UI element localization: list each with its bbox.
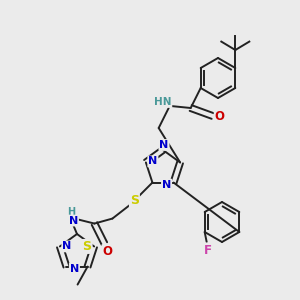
Text: S: S <box>82 240 91 253</box>
Text: N: N <box>159 140 169 150</box>
Text: O: O <box>215 110 225 122</box>
Text: F: F <box>204 244 212 256</box>
Text: N: N <box>70 264 79 274</box>
Text: S: S <box>130 194 139 207</box>
Text: HN: HN <box>154 97 171 107</box>
Text: N: N <box>162 180 171 190</box>
Text: N: N <box>69 216 78 226</box>
Text: H: H <box>68 207 76 217</box>
Text: O: O <box>102 245 112 258</box>
Text: N: N <box>62 242 71 251</box>
Text: N: N <box>148 156 158 167</box>
